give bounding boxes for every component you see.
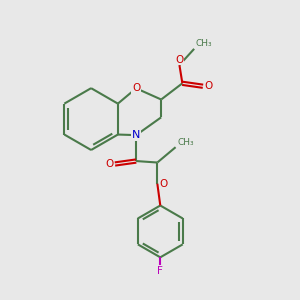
- Text: N: N: [132, 130, 140, 140]
- Text: CH₃: CH₃: [196, 39, 212, 48]
- Text: O: O: [132, 83, 140, 93]
- Text: O: O: [175, 55, 184, 65]
- Text: O: O: [159, 179, 167, 189]
- Text: F: F: [157, 266, 163, 276]
- Text: O: O: [204, 81, 212, 91]
- Text: O: O: [106, 159, 114, 169]
- Text: CH₃: CH₃: [177, 138, 194, 147]
